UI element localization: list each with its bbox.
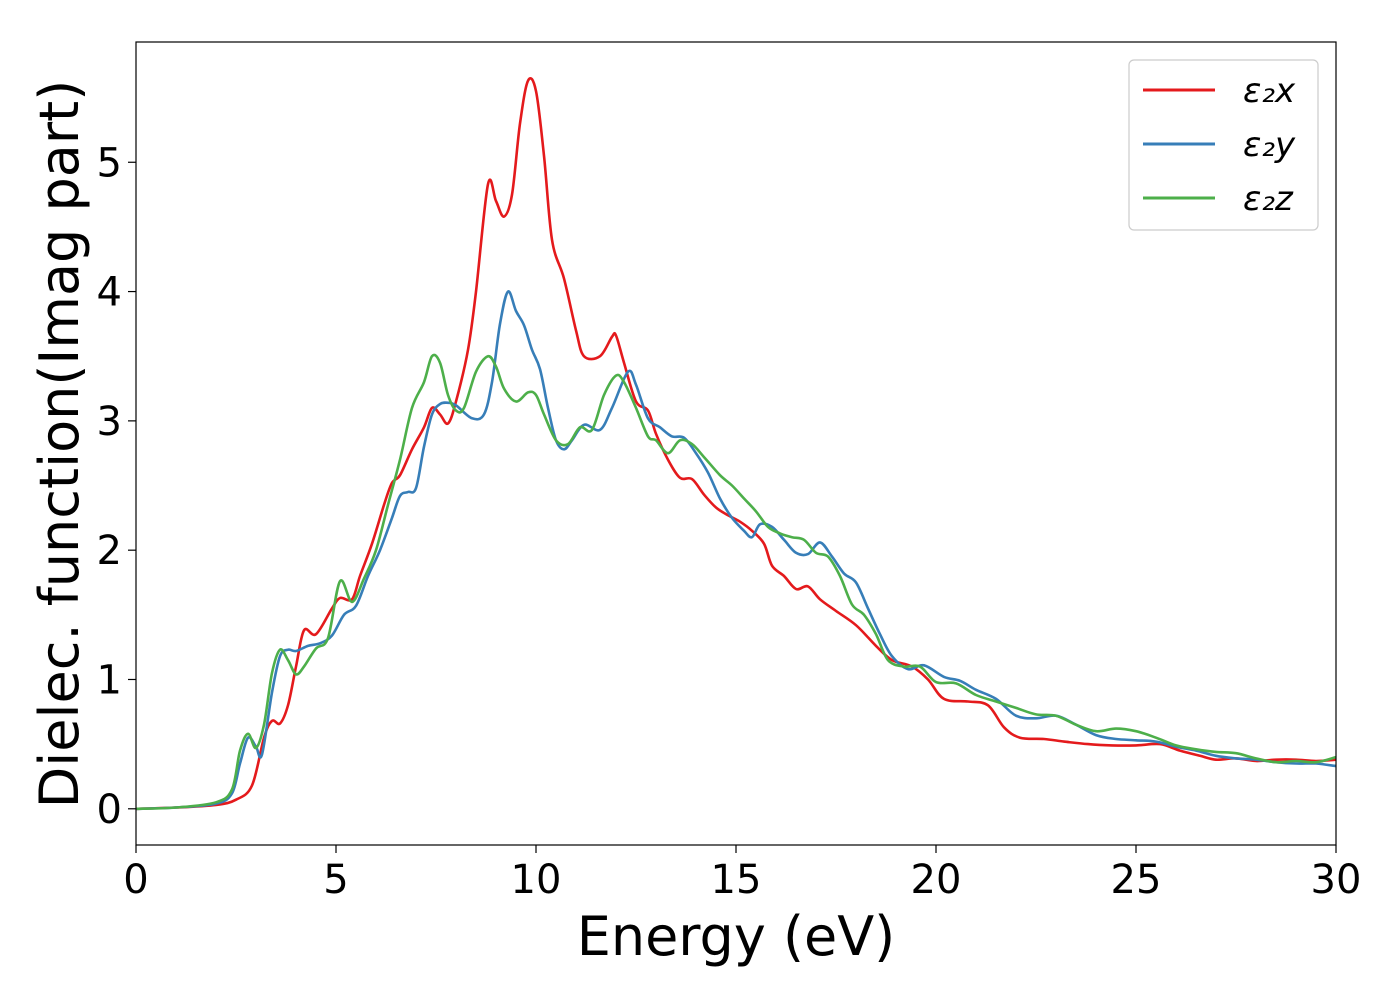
legend-label-1: ε₂x (1243, 71, 1296, 111)
x-tick-label: 10 (511, 857, 562, 903)
y-tick-label: 3 (97, 399, 122, 445)
series-line-3 (135, 353, 1337, 811)
x-tick-label: 5 (323, 857, 348, 903)
y-tick-label: 1 (97, 657, 122, 703)
x-tick-label: 0 (123, 857, 148, 903)
legend-label-3: ε₂z (1243, 179, 1294, 219)
y-axis: 0 1 2 3 4 5 (97, 140, 136, 833)
series-line-1 (135, 77, 1337, 811)
plot-lines (135, 77, 1337, 811)
y-tick-label: 0 (97, 787, 122, 833)
x-tick-label: 20 (911, 857, 962, 903)
x-axis-label: Energy (eV) (577, 905, 896, 968)
y-tick-label: 5 (97, 140, 122, 186)
x-tick-label: 25 (1111, 857, 1162, 903)
y-tick-label: 4 (97, 270, 122, 316)
x-tick-label: 15 (711, 857, 762, 903)
x-axis: 0 5 10 15 20 25 30 (123, 845, 1361, 903)
series-line-2 (135, 290, 1337, 811)
x-tick-label: 30 (1311, 857, 1362, 903)
legend-box (1128, 59, 1319, 231)
legend-label-2: ε₂y (1243, 125, 1296, 165)
legend: ε₂x ε₂y ε₂z (1128, 59, 1319, 231)
y-tick-label: 2 (97, 528, 122, 574)
y-axis-label: Dielec. function(Imag part) (28, 80, 91, 809)
